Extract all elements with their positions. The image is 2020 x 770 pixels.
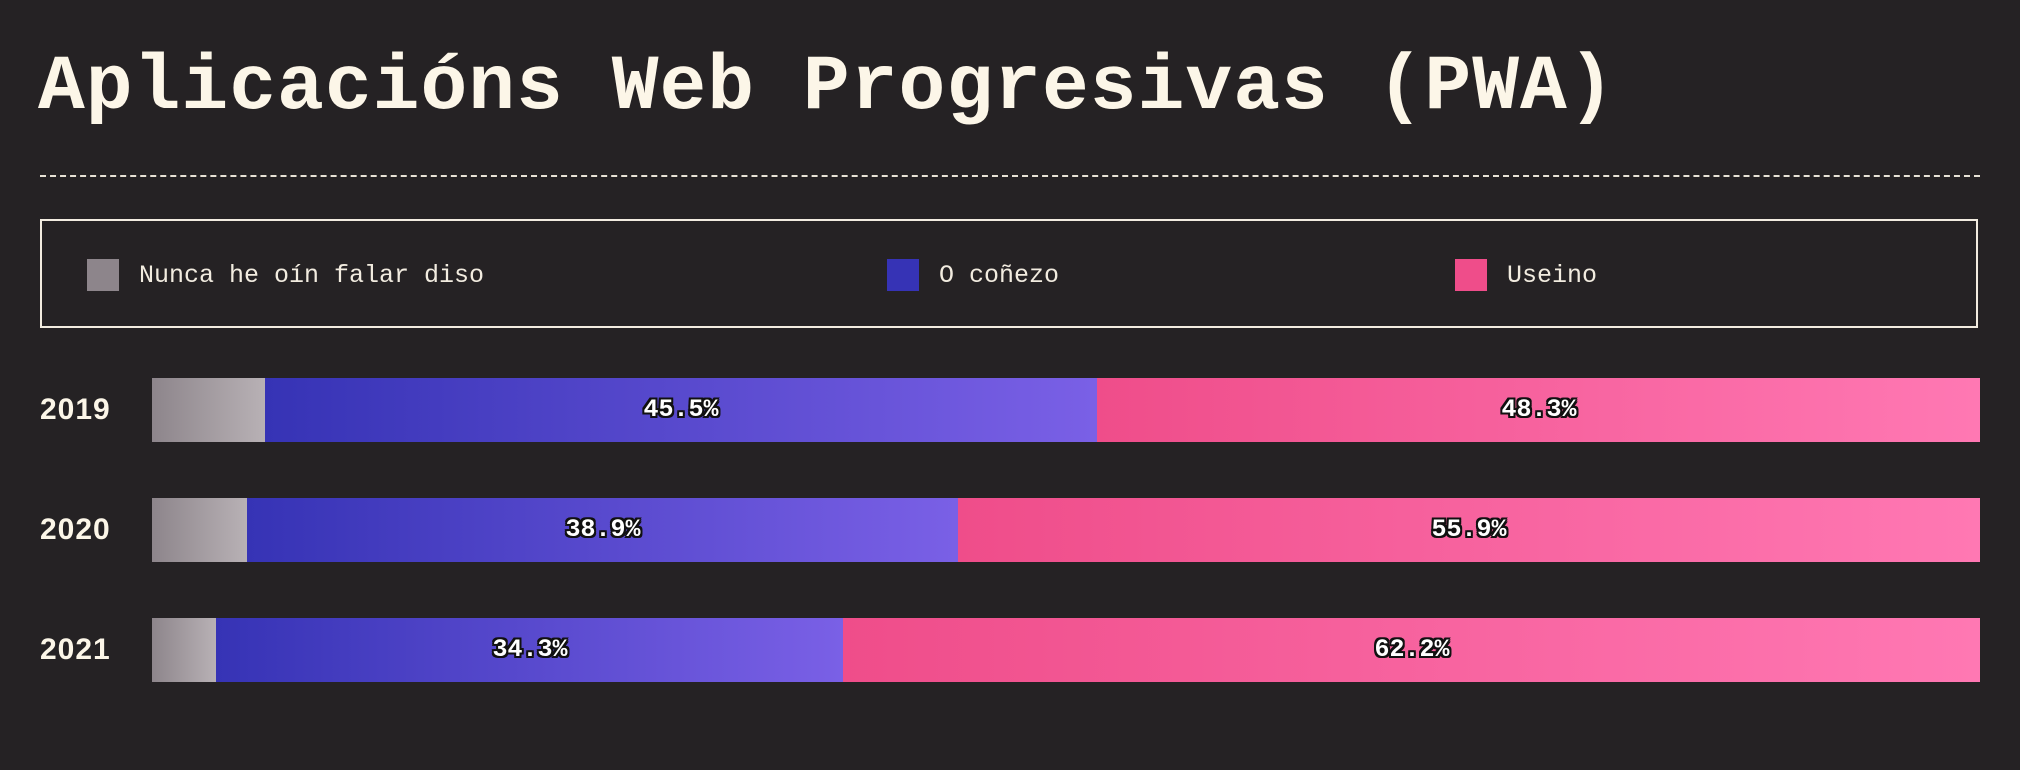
data-label: 45.5%	[643, 395, 719, 424]
category-label: 2021	[40, 633, 111, 666]
bar-row-2021: 2021 34.3% 62.2%	[0, 618, 2020, 682]
bar-segment-never-heard	[152, 618, 216, 682]
page-title: Aplicacións Web Progresivas (PWA)	[38, 44, 1616, 132]
bar-segment-know	[265, 378, 1097, 442]
title-divider	[40, 175, 1980, 177]
bar-segment-used	[1097, 378, 1980, 442]
legend-swatch-used	[1455, 259, 1487, 291]
bar-row-2019: 2019 45.5% 48.3%	[0, 378, 2020, 442]
legend-label-know: O coñezo	[939, 260, 1060, 290]
bar-segment-never-heard	[152, 498, 247, 562]
data-label: 38.9%	[565, 515, 641, 544]
legend-item-know: O coñezo	[887, 259, 1059, 291]
bar-segment-know	[247, 498, 958, 562]
bar-segment-know	[216, 618, 843, 682]
chart-legend: Nunca he oín falar diso O coñezo Useino	[40, 219, 1978, 328]
data-label: 55.9%	[1431, 515, 1507, 544]
legend-item-never-heard: Nunca he oín falar diso	[87, 259, 484, 291]
legend-label-used: Useino	[1507, 260, 1598, 290]
legend-swatch-know	[887, 259, 919, 291]
bar-segment-used	[843, 618, 1980, 682]
data-label: 62.2%	[1374, 635, 1450, 664]
bar-segment-used	[958, 498, 1980, 562]
category-label: 2020	[40, 513, 111, 546]
legend-label-never-heard: Nunca he oín falar diso	[139, 260, 485, 290]
data-label: 34.3%	[492, 635, 568, 664]
legend-item-used: Useino	[1455, 259, 1597, 291]
data-label: 48.3%	[1501, 395, 1577, 424]
bar-segment-never-heard	[152, 378, 265, 442]
category-label: 2019	[40, 393, 111, 426]
legend-swatch-never-heard	[87, 259, 119, 291]
bar-row-2020: 2020 38.9% 55.9%	[0, 498, 2020, 562]
